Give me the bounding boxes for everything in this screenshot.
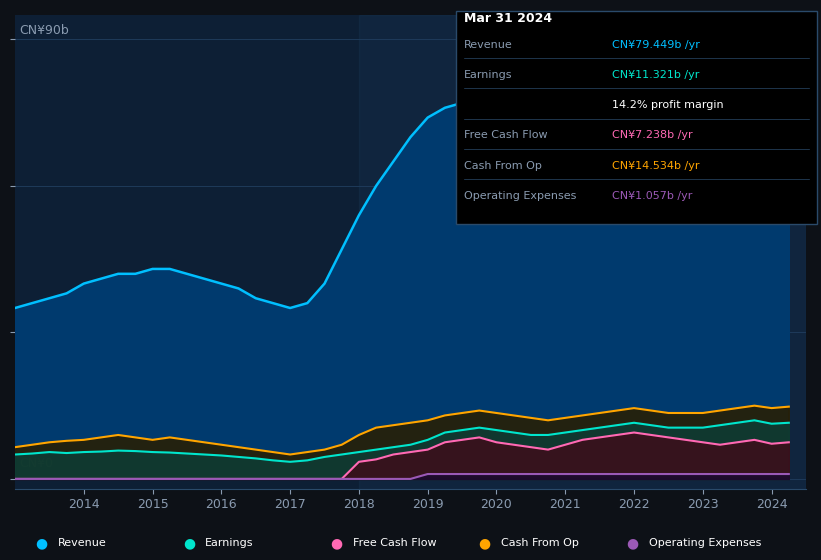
- Text: CN¥0: CN¥0: [19, 457, 53, 470]
- Text: ●: ●: [35, 536, 47, 550]
- Text: ●: ●: [331, 536, 342, 550]
- Text: Cash From Op: Cash From Op: [501, 538, 579, 548]
- Text: Revenue: Revenue: [57, 538, 106, 548]
- Text: Free Cash Flow: Free Cash Flow: [353, 538, 437, 548]
- Text: Operating Expenses: Operating Expenses: [464, 191, 576, 201]
- Text: ●: ●: [479, 536, 490, 550]
- Text: Mar 31 2024: Mar 31 2024: [464, 12, 552, 25]
- Text: CN¥90b: CN¥90b: [19, 25, 69, 38]
- Text: CN¥1.057b /yr: CN¥1.057b /yr: [612, 191, 692, 201]
- Bar: [359, 15, 806, 489]
- Text: Free Cash Flow: Free Cash Flow: [464, 130, 548, 141]
- Text: CN¥79.449b /yr: CN¥79.449b /yr: [612, 40, 699, 50]
- Text: Revenue: Revenue: [464, 40, 512, 50]
- Text: CN¥7.238b /yr: CN¥7.238b /yr: [612, 130, 692, 141]
- Text: Earnings: Earnings: [205, 538, 254, 548]
- Text: Operating Expenses: Operating Expenses: [649, 538, 761, 548]
- Text: Cash From Op: Cash From Op: [464, 161, 542, 171]
- Text: CN¥11.321b /yr: CN¥11.321b /yr: [612, 70, 699, 80]
- Text: ●: ●: [183, 536, 195, 550]
- Text: ●: ●: [626, 536, 638, 550]
- Text: Earnings: Earnings: [464, 70, 512, 80]
- Text: 14.2% profit margin: 14.2% profit margin: [612, 100, 723, 110]
- Text: CN¥14.534b /yr: CN¥14.534b /yr: [612, 161, 699, 171]
